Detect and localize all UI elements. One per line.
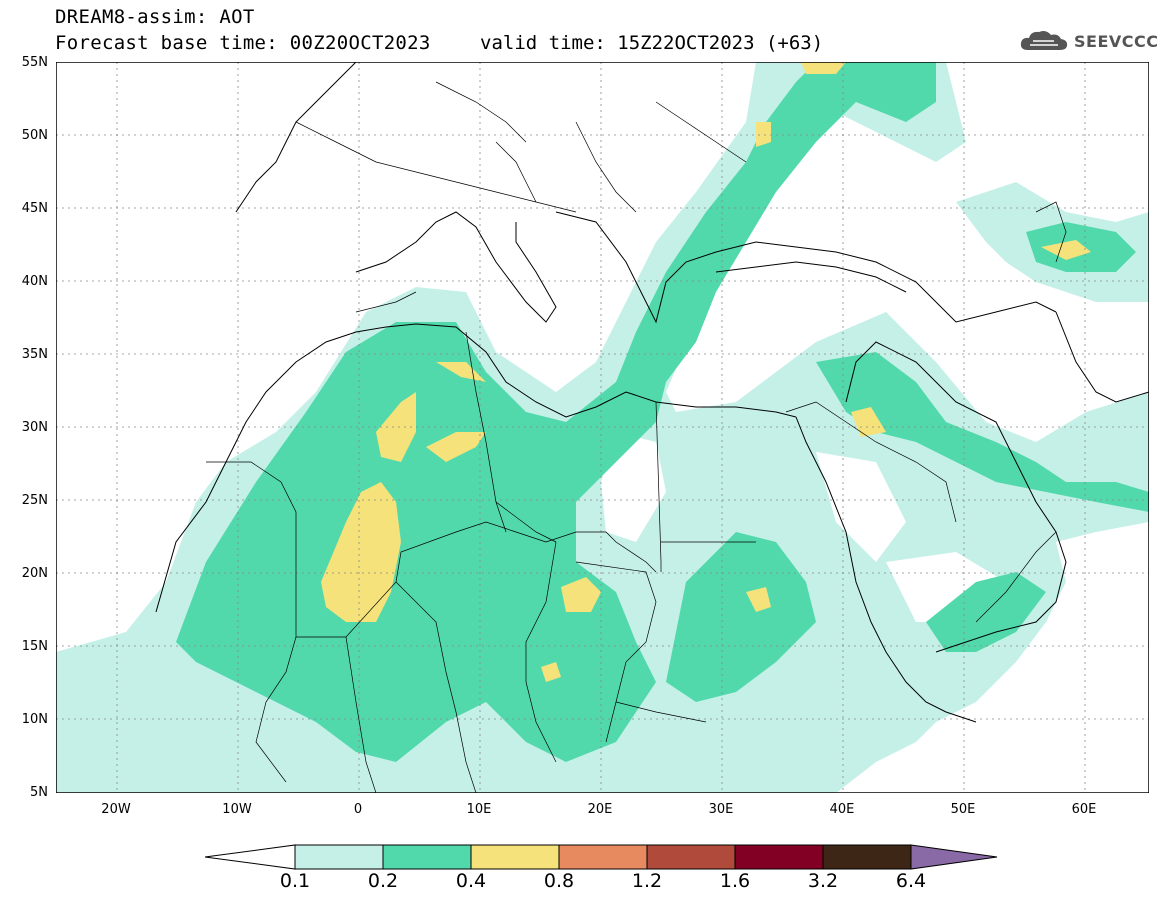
colorbar-swatch [382, 844, 472, 870]
colorbar [204, 843, 1001, 875]
graticule [56, 62, 1149, 793]
colorbar-label: 0.4 [455, 870, 487, 892]
colorbar-label: 0.1 [279, 870, 311, 892]
lon-label: 30E [708, 802, 734, 817]
colorbar-swatch [470, 844, 560, 870]
colorbar-min-arrow [204, 844, 296, 870]
lat-label: 35N [21, 347, 48, 362]
lon-label: 10E [466, 802, 492, 817]
colorbar-label: 0.2 [367, 870, 399, 892]
aot-band-high [321, 62, 1091, 682]
lon-label: 50E [950, 802, 976, 817]
colorbar-label: 1.6 [719, 870, 751, 892]
colorbar-label: 3.2 [807, 870, 839, 892]
coastlines [155, 62, 1149, 723]
lon-label: 0 [353, 802, 363, 817]
cloud-icon [1020, 31, 1068, 50]
lon-label: 20W [101, 802, 131, 817]
colorbar-label: 0.8 [543, 870, 575, 892]
lat-label: 30N [21, 420, 48, 435]
lon-label: 10W [222, 802, 252, 817]
colorbar-label: 6.4 [895, 870, 927, 892]
colorbar-swatch [822, 844, 912, 870]
colorbar-svg [204, 844, 998, 870]
colorbar-swatch [646, 844, 736, 870]
lon-label: 40E [829, 802, 855, 817]
lat-label: 55N [21, 55, 48, 70]
colorbar-swatch [558, 844, 648, 870]
lat-label: 5N [30, 785, 48, 800]
base-time: Forecast base time: 00Z20OCT2023 [55, 32, 431, 54]
map-canvas [55, 61, 1150, 794]
lon-label: 60E [1071, 802, 1097, 817]
country-borders [206, 81, 1067, 793]
colorbar-swatch [734, 844, 824, 870]
lat-label: 50N [21, 128, 48, 143]
lat-label: 45N [21, 201, 48, 216]
lat-label: 10N [21, 712, 48, 727]
lat-label: 25N [21, 493, 48, 508]
lat-label: 20N [21, 566, 48, 581]
colorbar-label: 1.2 [631, 870, 663, 892]
colorbar-swatch [294, 844, 384, 870]
aot-map [55, 61, 1150, 794]
lat-label: 40N [21, 274, 48, 289]
logo-text: SEEVCCC [1074, 31, 1159, 51]
seevccc-logo: SEEVCCC [1018, 28, 1159, 54]
model-title: DREAM8-assim: AOT [55, 6, 255, 28]
lat-label: 15N [21, 639, 48, 654]
lon-label: 20E [587, 802, 613, 817]
colorbar-max-arrow [910, 844, 998, 870]
valid-time: valid time: 15Z22OCT2023 (+63) [480, 32, 824, 54]
